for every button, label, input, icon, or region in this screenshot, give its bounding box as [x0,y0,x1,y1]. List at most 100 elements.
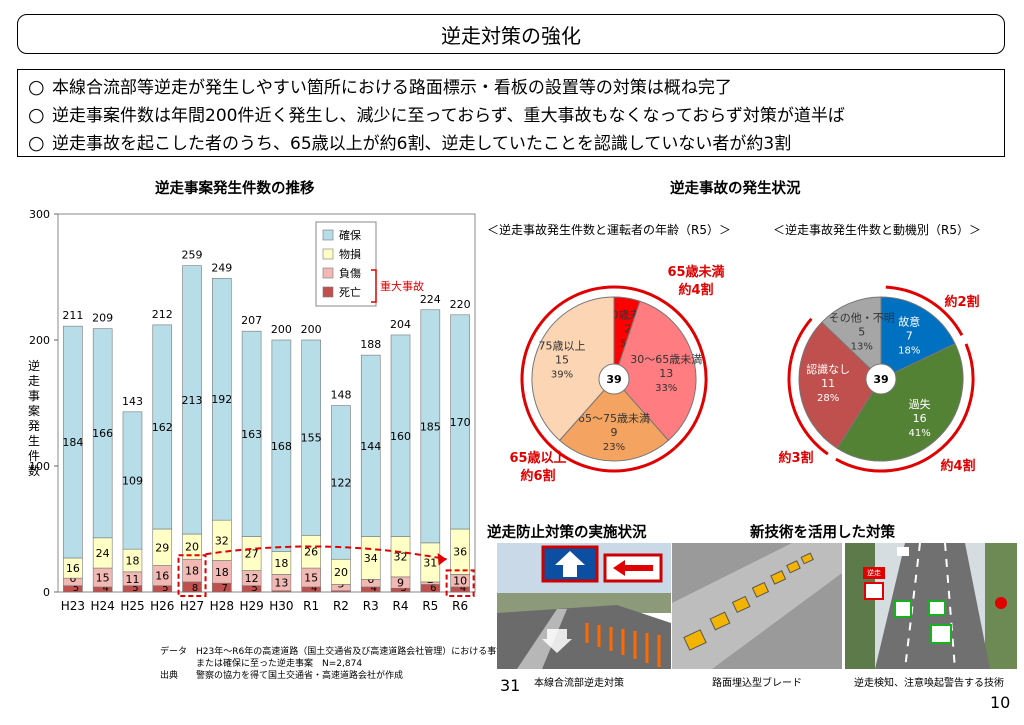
bar-value-label: 10 [453,575,467,588]
pie-center-label: 39 [873,373,888,386]
bar-total-label: 207 [241,314,262,327]
x-tick-label: H25 [120,599,144,613]
bar-value-label: 27 [245,548,259,561]
x-tick-label: H26 [150,599,174,613]
under65-share: 約4割 [678,282,713,298]
page-title-box: 逆走対策の強化 [17,14,1005,54]
pie-slice-label: 過失 [909,398,931,411]
bar-value-label: 18 [125,555,139,568]
negligence-annotation: 約4割 [940,458,975,474]
pie-slice-label: 75歳以上 [538,340,585,353]
bar-value-label: 9 [397,577,404,590]
pie-slice-percent: 33% [655,383,677,394]
new-tech-title: 新技術を活用した対策 [750,525,895,541]
unaware-arc [787,317,829,456]
pie-slice [613,300,697,442]
bar-total-label: 249 [211,261,232,274]
legend-swatch [322,229,334,241]
bar-segment [301,339,321,536]
bar-value-label: 16 [155,570,169,583]
highlight-box [445,569,475,597]
bar-value-label: 122 [330,476,351,489]
pie-slice-value: 16 [913,412,927,425]
legend-label: 確保 [339,228,361,242]
pie-left-subtitle: ＜逆走事故発生件数と運転者の年齢（R5）＞ [487,223,731,237]
bar-value-label: 170 [450,416,471,429]
pie-slice-percent: 13% [851,342,873,353]
bar-value-label: 155 [301,432,322,445]
wrong-way-detection-photo: 逆走 [845,543,1017,669]
intent-annotation: 約2割 [944,294,979,310]
pie-right-subtitle: ＜逆走事故発生件数と動機別（R5）＞ [773,223,981,237]
bar-segment [122,411,143,550]
pie-slice [531,296,615,442]
road-blade-photo-illustration [672,543,842,669]
bar-total-label: 209 [92,312,113,325]
wrong-way-sign-label: 逆走 [867,569,881,577]
summary-bullets: ○ 本線合流部等逆走が発生しやすい箇所における路面標示・看板の設置等の対策は概ね完… [17,69,1005,157]
bar-value-label: 24 [96,547,110,560]
road-blade-photo [672,543,842,669]
pie-slice-value: 5 [858,326,865,339]
y-axis-label-char: 事 [28,389,40,403]
photo-caption-3: 逆走検知、注意喚起警告する技術 [854,678,1004,689]
plot-frame [57,213,476,593]
pie-slice-label: その他・不明 [829,312,895,325]
bar-segment [450,314,470,530]
photo-caption-2: 路面埋込型ブレード [712,678,802,689]
bullet-marker: ○ [28,104,45,126]
bar-total-label: 148 [330,389,351,402]
highlight-box [177,554,207,597]
road-arrow-photo-illustration [497,543,671,669]
x-tick-label: R1 [303,599,319,613]
legend-label: 負傷 [339,266,361,280]
bullet-1: ○ 本線合流部等逆走が発生しやすい箇所における路面標示・看板の設置等の対策は概ね完… [28,74,994,102]
pie-slice-label: 30～65歳未満 [630,353,702,366]
pie-slice-value: 9 [611,426,618,439]
unaware-annotation: 約3割 [778,450,813,466]
x-tick-label: R6 [452,599,468,613]
bar-value-label: 185 [420,420,441,433]
bar-total-label: 200 [301,323,322,336]
x-tick-label: R4 [393,599,409,613]
bar-total-label: 212 [152,308,173,321]
legend-bracket [371,269,377,303]
legend-swatch [322,248,334,260]
merge-countermeasure-photo [497,543,671,669]
bar-value-label: 5 [162,583,168,594]
bar-value-label: 13 [274,577,288,590]
bar-value-label: 213 [182,394,203,407]
y-tick-label: 200 [29,334,50,347]
data-note-2: または確保に至った逆走事案 N=2,874 [160,659,363,669]
y-tick-label: 0 [43,586,50,599]
pie-center [865,363,897,395]
bar-value-label: 192 [211,393,232,406]
bar-segment [241,330,262,537]
bar-value-label: 160 [390,430,411,443]
pie-slice [798,321,882,449]
over65-arc [520,285,676,473]
pie-slice-value: 13 [659,367,673,380]
x-tick-label: H29 [239,599,263,613]
bar-total-label: 188 [360,338,381,351]
y-axis-label-char: 案 [28,403,40,418]
data-note-1: データ H23年～R6年の高速道路（国土交通省及び高速道路会社管理）における事故 [160,647,506,657]
pie-slice-percent: 41% [909,428,931,439]
bar-value-label: 163 [241,428,262,441]
over65-annotation: 65歳以上 [509,450,566,466]
bar-value-label: 20 [334,566,348,579]
pie-slice [880,296,956,380]
pie-slice-percent: 28% [817,393,839,404]
over65-share: 約6割 [520,468,555,484]
bar-segment [420,309,441,544]
legend-label: 物損 [339,247,361,261]
photo-caption-1: 本線合流部逆走対策 [534,678,624,689]
under65-arc [613,285,708,449]
bar-value-label: 12 [245,572,259,585]
bullet-text: 逆走事案件数は年間200件近く発生し、減少に至っておらず、重大事故もなくなってお… [52,106,845,126]
x-tick-label: H27 [180,599,204,613]
bar-total-label: 220 [450,298,471,311]
bullet-text: 逆走事故を起こした者のうち、65歳以上が約6割、逆走していたことを認識していない… [52,134,792,154]
x-tick-label: R3 [363,599,379,613]
